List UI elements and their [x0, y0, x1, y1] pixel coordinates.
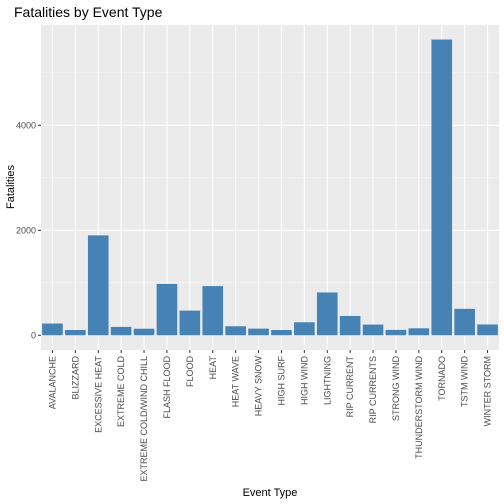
x-tick-label: HEAT	[208, 356, 218, 380]
bar	[477, 324, 498, 336]
x-axis-title: Event Type	[243, 487, 298, 499]
bar	[179, 310, 201, 336]
x-tick-label: FLOOD	[185, 356, 195, 388]
x-tick-label: EXTREME COLD/WIND CHILL	[139, 356, 149, 482]
x-tick-label: RIP CURRENT	[345, 356, 355, 418]
x-tick-label: LIGHTNING	[322, 356, 332, 405]
x-tick-label: HEAVY SNOW	[254, 356, 264, 417]
bar	[225, 326, 246, 336]
bar	[156, 283, 178, 336]
y-axis-title: Fatalities	[5, 164, 17, 209]
x-tick-label: TORNADO	[437, 356, 447, 401]
bar	[271, 329, 292, 336]
x-tick-label: BLIZZARD	[70, 356, 80, 400]
bars	[42, 39, 498, 336]
bar	[110, 326, 132, 336]
x-tick-label: HIGH WIND	[299, 356, 309, 405]
x-tick-label: FLASH FLOOD	[162, 356, 172, 419]
x-tick-label: STRONG WIND	[391, 356, 401, 421]
x-tick-label: RIP CURRENTS	[368, 356, 378, 423]
bar	[248, 328, 269, 336]
bar	[87, 235, 109, 336]
y-tick-label: 0	[31, 330, 36, 340]
bar	[362, 324, 384, 336]
x-tick-label: HIGH SURF	[276, 355, 286, 405]
bar	[385, 329, 407, 336]
x-tick-label: THUNDERSTORM WIND	[414, 355, 424, 458]
bar	[294, 322, 315, 336]
x-tick-label: AVALANCHE	[47, 356, 57, 409]
x-axis: AVALANCHE BLIZZARD EXCESSIVE HEAT EXTREME C…	[47, 350, 493, 482]
minor-gridlines	[41, 72, 499, 284]
x-tick-label: HEAT WAVE	[231, 356, 241, 407]
bar	[408, 328, 430, 336]
chart-title: Fatalities by Event Type	[14, 4, 163, 20]
bar	[202, 286, 224, 336]
x-tick-label: WINTER STORM	[483, 356, 493, 426]
bar	[133, 328, 155, 336]
x-tick-label: TSTM WIND	[460, 356, 470, 407]
y-tick-label: 2000	[16, 225, 36, 235]
bar	[339, 315, 361, 336]
bar	[454, 308, 475, 336]
bar	[316, 292, 338, 336]
x-tick-label: EXCESSIVE HEAT	[93, 356, 103, 433]
plot-panel	[41, 25, 499, 350]
bar	[431, 39, 453, 336]
bar	[65, 329, 86, 336]
x-tick-label: EXTREME COLD	[116, 356, 126, 428]
y-tick-label: 4000	[16, 120, 36, 130]
bar	[42, 323, 63, 336]
y-axis: 0 2000 4000	[16, 120, 41, 340]
